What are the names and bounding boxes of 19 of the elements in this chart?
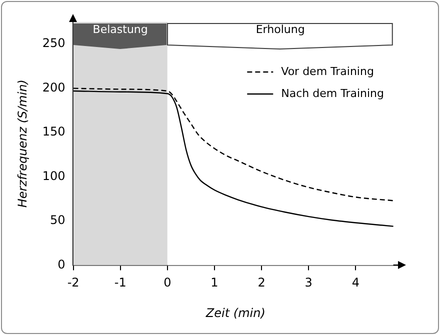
x-tick-label: 0 [164,276,172,290]
x-tick-label: -2 [67,276,80,290]
y-tick-label: 100 [42,168,66,183]
legend-label: Nach dem Training [281,86,384,100]
legend-label: Vor dem Training [281,64,374,78]
x-tick-label: 1 [210,276,218,290]
y-tick-label: 150 [42,124,66,139]
y-tick-label: 250 [42,36,66,50]
x-axis-title: Zeit (min) [204,306,266,320]
y-tick-label: 50 [50,213,66,228]
band-label: Belastung [92,23,149,38]
x-tick-label: 2 [258,276,266,290]
x-tick-label: 3 [304,276,312,290]
band-label: Erholung [254,23,306,38]
y-tick-label: 200 [42,80,66,94]
y-axis-title: Herzfrequenz (S/min) [15,80,30,208]
y-tick-label: 0 [58,257,66,272]
x-tick-label: 4 [352,276,360,290]
x-tick-label: -1 [114,276,126,290]
